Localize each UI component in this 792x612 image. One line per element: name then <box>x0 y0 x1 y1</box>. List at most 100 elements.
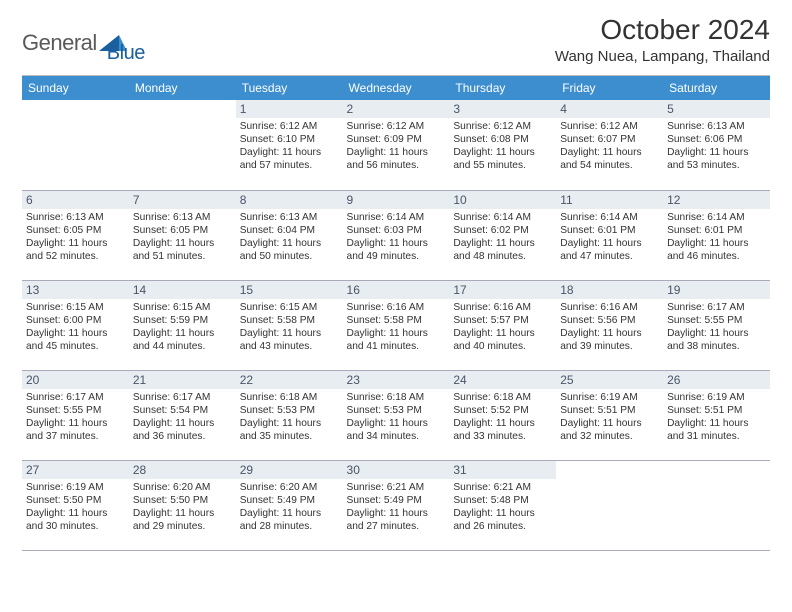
daylight-line: Daylight: 11 hours and 38 minutes. <box>667 327 766 353</box>
daylight-line: Daylight: 11 hours and 29 minutes. <box>133 507 232 533</box>
day-number: 27 <box>22 461 129 479</box>
sunset-line: Sunset: 6:01 PM <box>560 224 659 237</box>
calendar-cell: 30 Sunrise: 6:21 AMSunset: 5:49 PMDayligh… <box>343 460 450 550</box>
day-number: 23 <box>343 371 450 389</box>
day-details: Sunrise: 6:15 AMSunset: 6:00 PMDaylight:… <box>26 301 125 353</box>
day-number: 4 <box>556 100 663 118</box>
sunset-line: Sunset: 6:04 PM <box>240 224 339 237</box>
sunrise-line: Sunrise: 6:14 AM <box>560 211 659 224</box>
sunset-line: Sunset: 5:48 PM <box>453 494 552 507</box>
day-number: 17 <box>449 281 556 299</box>
calendar-body: 1Sunrise: 6:12 AMSunset: 6:10 PMDaylight… <box>22 100 770 550</box>
day-details: Sunrise: 6:17 AMSunset: 5:55 PMDaylight:… <box>26 391 125 443</box>
weekday-header: Tuesday <box>236 76 343 100</box>
sunrise-line: Sunrise: 6:15 AM <box>26 301 125 314</box>
daylight-line: Daylight: 11 hours and 36 minutes. <box>133 417 232 443</box>
day-details: Sunrise: 6:21 AMSunset: 5:49 PMDaylight:… <box>347 481 446 533</box>
calendar-cell: 3Sunrise: 6:12 AMSunset: 6:08 PMDaylight… <box>449 100 556 190</box>
sunset-line: Sunset: 5:54 PM <box>133 404 232 417</box>
day-number: 18 <box>556 281 663 299</box>
day-number: 5 <box>663 100 770 118</box>
sunset-line: Sunset: 5:57 PM <box>453 314 552 327</box>
brand-logo: General Blue <box>22 20 145 65</box>
day-number: 21 <box>129 371 236 389</box>
daylight-line: Daylight: 11 hours and 43 minutes. <box>240 327 339 353</box>
daylight-line: Daylight: 11 hours and 56 minutes. <box>347 146 446 172</box>
day-details: Sunrise: 6:18 AMSunset: 5:52 PMDaylight:… <box>453 391 552 443</box>
sunrise-line: Sunrise: 6:14 AM <box>453 211 552 224</box>
day-details: Sunrise: 6:16 AMSunset: 5:58 PMDaylight:… <box>347 301 446 353</box>
sunset-line: Sunset: 6:05 PM <box>133 224 232 237</box>
calendar-cell: 11Sunrise: 6:14 AMSunset: 6:01 PMDayligh… <box>556 190 663 280</box>
daylight-line: Daylight: 11 hours and 34 minutes. <box>347 417 446 443</box>
sunset-line: Sunset: 5:53 PM <box>240 404 339 417</box>
day-number: 16 <box>343 281 450 299</box>
sunset-line: Sunset: 6:02 PM <box>453 224 552 237</box>
location: Wang Nuea, Lampang, Thailand <box>555 48 770 65</box>
calendar-cell: 27 Sunrise: 6:19 AMSunset: 5:50 PMDayligh… <box>22 460 129 550</box>
day-number: 19 <box>663 281 770 299</box>
daylight-line: Daylight: 11 hours and 55 minutes. <box>453 146 552 172</box>
day-number: 30 <box>343 461 450 479</box>
day-details: Sunrise: 6:19 AMSunset: 5:50 PMDaylight:… <box>26 481 125 533</box>
day-details: Sunrise: 6:14 AMSunset: 6:01 PMDaylight:… <box>560 211 659 263</box>
calendar-cell <box>663 460 770 550</box>
sunrise-line: Sunrise: 6:13 AM <box>240 211 339 224</box>
calendar-cell: 24Sunrise: 6:18 AMSunset: 5:52 PMDayligh… <box>449 370 556 460</box>
day-details: Sunrise: 6:18 AMSunset: 5:53 PMDaylight:… <box>347 391 446 443</box>
day-details: Sunrise: 6:14 AMSunset: 6:03 PMDaylight:… <box>347 211 446 263</box>
calendar-cell: 15 Sunrise: 6:15 AMSunset: 5:58 PMDayligh… <box>236 280 343 370</box>
sunset-line: Sunset: 6:10 PM <box>240 133 339 146</box>
daylight-line: Daylight: 11 hours and 31 minutes. <box>667 417 766 443</box>
sunset-line: Sunset: 5:55 PM <box>26 404 125 417</box>
weekday-header: Thursday <box>449 76 556 100</box>
calendar-cell: 28Sunrise: 6:20 AMSunset: 5:50 PMDayligh… <box>129 460 236 550</box>
calendar-cell: 17Sunrise: 6:16 AMSunset: 5:57 PMDayligh… <box>449 280 556 370</box>
day-number: 31 <box>449 461 556 479</box>
title-block: October 2024 Wang Nuea, Lampang, Thailan… <box>555 14 770 73</box>
day-details: Sunrise: 6:17 AMSunset: 5:55 PMDaylight:… <box>667 301 766 353</box>
day-details: Sunrise: 6:15 AMSunset: 5:58 PMDaylight:… <box>240 301 339 353</box>
sunrise-line: Sunrise: 6:21 AM <box>347 481 446 494</box>
sunset-line: Sunset: 6:06 PM <box>667 133 766 146</box>
day-details: Sunrise: 6:12 AMSunset: 6:10 PMDaylight:… <box>240 120 339 172</box>
sunset-line: Sunset: 5:53 PM <box>347 404 446 417</box>
sunrise-line: Sunrise: 6:16 AM <box>560 301 659 314</box>
day-details: Sunrise: 6:13 AMSunset: 6:05 PMDaylight:… <box>133 211 232 263</box>
day-number: 10 <box>449 191 556 209</box>
sunset-line: Sunset: 6:03 PM <box>347 224 446 237</box>
sunrise-line: Sunrise: 6:16 AM <box>347 301 446 314</box>
daylight-line: Daylight: 11 hours and 48 minutes. <box>453 237 552 263</box>
calendar-cell: 31Sunrise: 6:21 AMSunset: 5:48 PMDayligh… <box>449 460 556 550</box>
day-number: 25 <box>556 371 663 389</box>
calendar-cell: 2Sunrise: 6:12 AMSunset: 6:09 PMDaylight… <box>343 100 450 190</box>
sunset-line: Sunset: 5:51 PM <box>667 404 766 417</box>
calendar-table: SundayMondayTuesdayWednesdayThursdayFrid… <box>22 76 770 551</box>
sunrise-line: Sunrise: 6:17 AM <box>133 391 232 404</box>
sunset-line: Sunset: 5:58 PM <box>347 314 446 327</box>
calendar-cell: 7Sunrise: 6:13 AMSunset: 6:05 PMDaylight… <box>129 190 236 280</box>
sunrise-line: Sunrise: 6:15 AM <box>240 301 339 314</box>
day-details: Sunrise: 6:19 AMSunset: 5:51 PMDaylight:… <box>560 391 659 443</box>
daylight-line: Daylight: 11 hours and 33 minutes. <box>453 417 552 443</box>
daylight-line: Daylight: 11 hours and 45 minutes. <box>26 327 125 353</box>
day-details: Sunrise: 6:20 AMSunset: 5:50 PMDaylight:… <box>133 481 232 533</box>
sunset-line: Sunset: 5:56 PM <box>560 314 659 327</box>
brand-word1: General <box>22 30 97 56</box>
day-number: 15 <box>236 281 343 299</box>
calendar-cell: 20Sunrise: 6:17 AMSunset: 5:55 PMDayligh… <box>22 370 129 460</box>
sunrise-line: Sunrise: 6:21 AM <box>453 481 552 494</box>
daylight-line: Daylight: 11 hours and 47 minutes. <box>560 237 659 263</box>
sunrise-line: Sunrise: 6:20 AM <box>133 481 232 494</box>
sunset-line: Sunset: 5:51 PM <box>560 404 659 417</box>
day-details: Sunrise: 6:13 AMSunset: 6:05 PMDaylight:… <box>26 211 125 263</box>
daylight-line: Daylight: 11 hours and 41 minutes. <box>347 327 446 353</box>
sunrise-line: Sunrise: 6:18 AM <box>240 391 339 404</box>
calendar-cell: 4Sunrise: 6:12 AMSunset: 6:07 PMDaylight… <box>556 100 663 190</box>
daylight-line: Daylight: 11 hours and 54 minutes. <box>560 146 659 172</box>
sunset-line: Sunset: 5:55 PM <box>667 314 766 327</box>
calendar-row: 20Sunrise: 6:17 AMSunset: 5:55 PMDayligh… <box>22 370 770 460</box>
day-number: 26 <box>663 371 770 389</box>
day-details: Sunrise: 6:12 AMSunset: 6:08 PMDaylight:… <box>453 120 552 172</box>
calendar-row: 27 Sunrise: 6:19 AMSunset: 5:50 PMDayligh… <box>22 460 770 550</box>
